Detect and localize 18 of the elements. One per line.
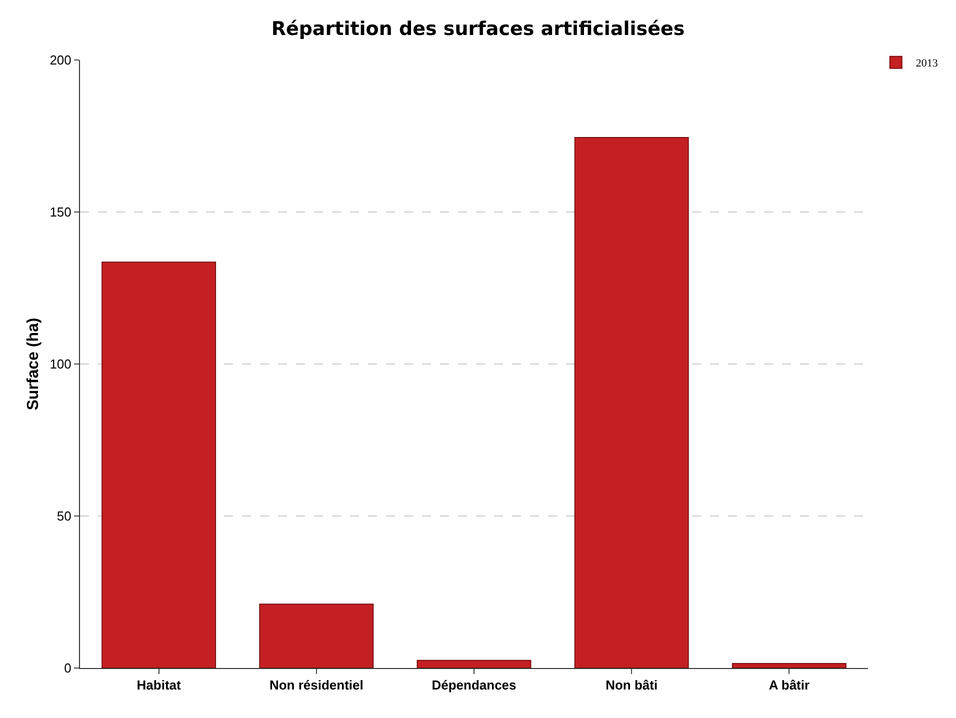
y-tick-label: 50	[56, 508, 72, 524]
x-tick-label: A bâtir	[768, 678, 810, 693]
legend-label: 2013	[916, 58, 938, 70]
y-tick-label: 200	[50, 52, 72, 68]
bar	[574, 137, 689, 668]
y-axis-title: Surface (ha)	[25, 318, 42, 410]
y-tick-label: 100	[50, 356, 72, 372]
chart-title: Répartition des surfaces artificialisées	[271, 18, 685, 40]
bar	[102, 262, 216, 668]
bar	[259, 604, 374, 668]
x-tick-label: Habitat	[136, 678, 182, 693]
x-tick-label: Non bâti	[606, 678, 658, 693]
bar	[416, 660, 532, 668]
y-tick-label: 0	[64, 660, 72, 676]
x-tick-label: Dépendances	[432, 678, 516, 693]
x-tick-label: Non résidentiel	[269, 678, 364, 693]
y-tick-label: 150	[50, 204, 72, 220]
bar	[732, 662, 846, 668]
